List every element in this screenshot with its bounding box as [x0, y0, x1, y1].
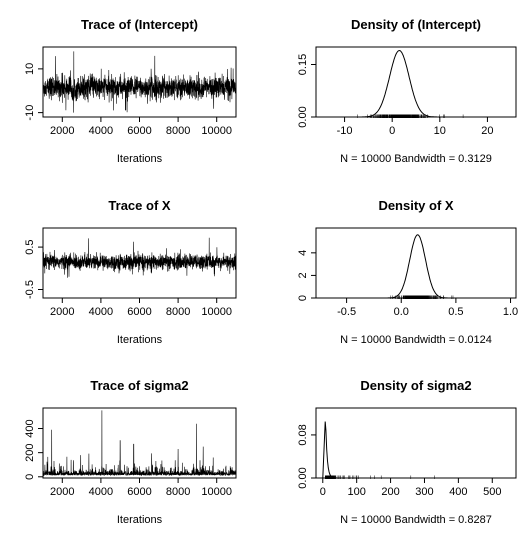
plot-frame	[315, 407, 517, 479]
x-tick-label: 8000	[166, 306, 190, 318]
x-tick-label: 10000	[201, 486, 232, 498]
x-tick-label: 1.0	[503, 306, 518, 318]
x-tick-label: 6000	[127, 125, 151, 137]
trace-line	[42, 51, 237, 113]
y-tick-label: 4	[297, 250, 309, 256]
x-axis-label: Iterations	[117, 153, 163, 165]
x-tick-label: 100	[347, 486, 365, 498]
x-tick-label: 8000	[166, 486, 190, 498]
x-tick-label: 6000	[127, 306, 151, 318]
x-tick-label: -0.5	[337, 306, 356, 318]
panel-title: Density of X	[378, 198, 453, 213]
x-tick-label: 6000	[127, 486, 151, 498]
y-tick-label: 0.00	[297, 106, 309, 127]
x-axis-label: Iterations	[117, 514, 163, 526]
y-tick-label: 0.15	[297, 54, 309, 75]
x-tick-label: 4000	[89, 486, 113, 498]
y-tick-label: 0.08	[297, 424, 309, 445]
trace-line	[42, 410, 237, 477]
x-axis-label: N = 10000 Bandwidth = 0.3129	[340, 153, 492, 165]
trace-line	[42, 237, 237, 278]
x-tick-label: 400	[449, 486, 467, 498]
panel-4: Trace of sigma2 2000 4000 6000 8000 10000 0 200…	[24, 378, 237, 526]
x-axis-label: Iterations	[117, 334, 163, 346]
panel-title: Trace of sigma2	[90, 378, 188, 393]
x-tick-label: 10	[434, 125, 446, 137]
x-tick-label: 2000	[50, 306, 74, 318]
panel-1: Density of (Intercept) -10 0 10 20 0.00 0.15 N …	[297, 17, 517, 165]
y-tick-label: 10	[24, 63, 36, 75]
y-tick-label: 0	[297, 295, 309, 301]
x-tick-label: 2000	[50, 125, 74, 137]
x-tick-label: 500	[483, 486, 501, 498]
x-axis-label: N = 10000 Bandwidth = 0.8287	[340, 514, 492, 526]
y-tick-label: -10	[24, 105, 36, 121]
y-tick-label: 0.00	[297, 467, 309, 488]
x-tick-label: 0	[320, 486, 326, 498]
panel-2: Trace of X 2000 4000 6000 8000 10000 -0.5 0.5 It…	[24, 198, 237, 346]
x-tick-label: -10	[337, 125, 353, 137]
x-tick-label: 20	[481, 125, 493, 137]
y-tick-label: -0.5	[24, 280, 36, 299]
y-tick-label: 0	[24, 474, 36, 480]
panel-5: Density of sigma2 0 100 200 300 400 500 0.00 0.0…	[297, 378, 517, 526]
x-tick-label: 2000	[50, 486, 74, 498]
panel-title: Density of sigma2	[360, 378, 471, 393]
x-tick-label: 4000	[89, 125, 113, 137]
rug-marks	[357, 114, 464, 118]
x-tick-label: 4000	[89, 306, 113, 318]
panel-title: Trace of (Intercept)	[81, 17, 198, 32]
x-tick-label: 200	[381, 486, 399, 498]
x-tick-label: 8000	[166, 125, 190, 137]
x-tick-label: 300	[415, 486, 433, 498]
x-tick-label: 10000	[201, 306, 232, 318]
panel-title: Density of (Intercept)	[351, 17, 481, 32]
x-tick-label: 0	[389, 125, 395, 137]
x-tick-label: 0.5	[448, 306, 463, 318]
x-tick-label: 0.0	[394, 306, 409, 318]
y-tick-label: 0.5	[24, 239, 36, 254]
y-tick-label: 200	[24, 443, 36, 461]
y-tick-label: 400	[24, 419, 36, 437]
y-tick-label: 2	[297, 272, 309, 278]
rug-marks	[325, 475, 435, 479]
density-curve	[322, 421, 513, 479]
panel-3: Density of X -0.5 0.0 0.5 1.0 0 2 4 N = 10000 Ba…	[297, 198, 518, 346]
panel-title: Trace of X	[108, 198, 170, 213]
panel-0: Trace of (Intercept) 2000 4000 6000 8000 1000…	[24, 17, 237, 165]
x-axis-label: N = 10000 Bandwidth = 0.0124	[340, 334, 492, 346]
plot-frame	[315, 227, 517, 299]
x-tick-label: 10000	[201, 125, 232, 137]
density-curve	[325, 49, 507, 118]
rug-marks	[390, 295, 454, 299]
density-curve	[324, 234, 511, 299]
plot-frame	[315, 46, 517, 118]
